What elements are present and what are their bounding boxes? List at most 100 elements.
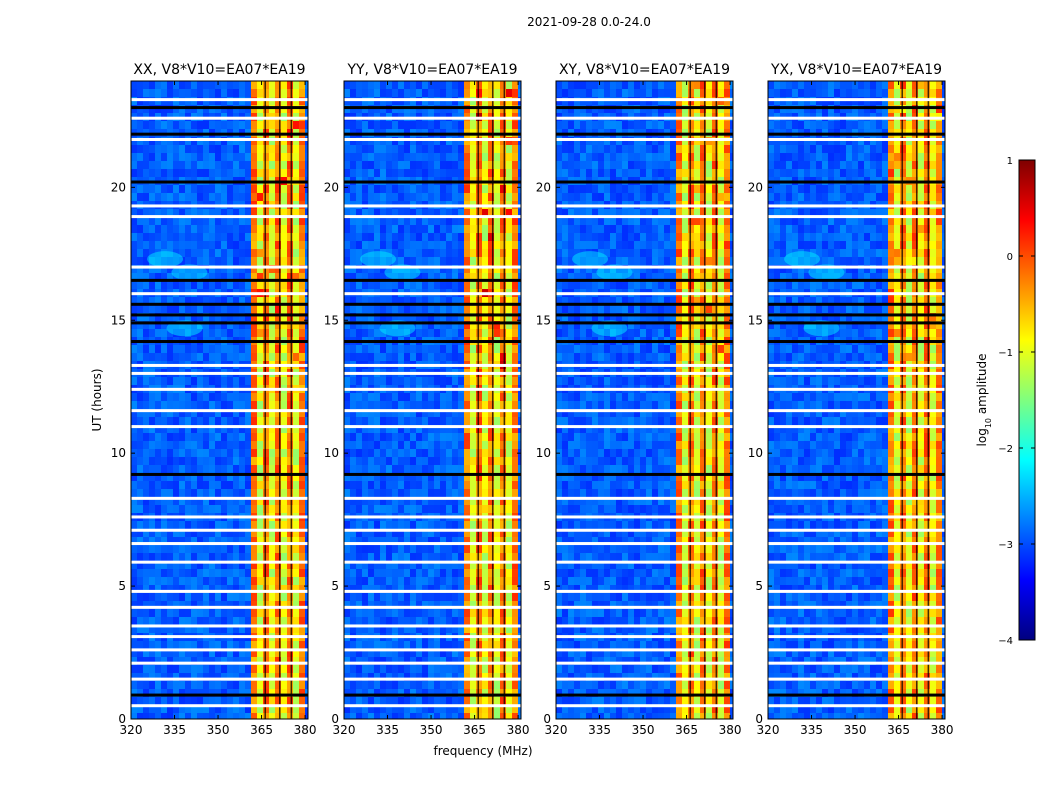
heatmap-cell xyxy=(209,185,215,193)
heatmap-cell xyxy=(305,185,308,193)
heatmap-cell xyxy=(488,505,494,513)
heatmap-cell xyxy=(251,569,257,577)
heatmap-cell xyxy=(422,657,428,665)
heatmap-cell xyxy=(305,193,308,201)
heatmap-cell xyxy=(464,641,470,649)
heatmap-cell xyxy=(239,577,245,585)
heatmap-cell xyxy=(287,657,293,665)
heatmap-cell xyxy=(155,569,161,577)
heatmap-cell xyxy=(476,641,482,649)
heatmap-cell xyxy=(404,689,410,697)
heatmap-cell xyxy=(221,153,227,161)
heatmap-cell xyxy=(458,409,464,417)
heatmap-cell xyxy=(275,153,281,161)
heatmap-cell xyxy=(422,697,428,705)
heatmap-cell xyxy=(269,353,275,361)
heatmap-cell xyxy=(500,169,506,177)
heatmap-cell xyxy=(350,417,356,425)
heatmap-cell xyxy=(518,577,521,585)
heatmap-cell xyxy=(221,89,227,97)
heatmap-cell xyxy=(227,81,233,89)
heatmap-cell xyxy=(482,345,488,353)
heatmap-cell xyxy=(470,593,476,601)
heatmap-cell xyxy=(476,497,482,505)
heatmap-cell xyxy=(374,625,380,633)
heatmap-cell xyxy=(179,193,185,201)
heatmap-cell xyxy=(287,529,293,537)
heatmap-cell xyxy=(470,601,476,609)
heatmap-cell xyxy=(299,585,305,593)
heatmap-cell xyxy=(440,137,446,145)
heatmap-cell xyxy=(404,121,410,129)
heatmap-cell xyxy=(137,625,143,633)
heatmap-cell xyxy=(556,81,562,89)
heatmap-cell xyxy=(173,377,179,385)
heatmap-cell xyxy=(482,625,488,633)
heatmap-cell xyxy=(245,625,251,633)
heatmap-cell xyxy=(167,473,173,481)
heatmap-cell xyxy=(458,481,464,489)
heatmap-cell xyxy=(344,473,350,481)
heatmap-cell xyxy=(221,233,227,241)
heatmap-cell xyxy=(518,425,521,433)
heatmap-cell xyxy=(470,585,476,593)
heatmap-cell xyxy=(215,425,221,433)
heatmap-cell xyxy=(173,225,179,233)
heatmap-cell xyxy=(398,89,404,97)
heatmap-cell xyxy=(494,137,500,145)
heatmap-cell xyxy=(440,569,446,577)
heatmap-cell xyxy=(179,569,185,577)
heatmap-cell xyxy=(682,81,688,89)
heatmap-cell xyxy=(350,465,356,473)
heatmap-cell xyxy=(344,681,350,689)
heatmap-cell xyxy=(416,505,422,513)
heatmap-cell xyxy=(281,137,287,145)
heatmap-cell xyxy=(185,553,191,561)
heatmap-cell xyxy=(458,529,464,537)
heatmap-cell xyxy=(458,649,464,657)
heatmap-cell xyxy=(227,273,233,281)
heatmap-cell xyxy=(185,649,191,657)
heatmap-cell xyxy=(305,657,308,665)
heatmap-cell xyxy=(518,441,521,449)
heatmap-cell xyxy=(500,233,506,241)
heatmap-cell xyxy=(476,553,482,561)
heatmap-cell xyxy=(482,193,488,201)
heatmap-cell xyxy=(293,537,299,545)
heatmap-cell xyxy=(470,329,476,337)
heatmap-cell xyxy=(512,697,518,705)
heatmap-cell xyxy=(155,713,161,719)
heatmap-cell xyxy=(293,641,299,649)
heatmap-cell xyxy=(131,305,137,313)
heatmap-cell xyxy=(434,321,440,329)
heatmap-cell xyxy=(269,561,275,569)
heatmap-cell xyxy=(476,401,482,409)
heatmap-cell xyxy=(392,89,398,97)
heatmap-cell xyxy=(440,705,446,713)
heatmap-cell xyxy=(245,409,251,417)
heatmap-cell xyxy=(470,457,476,465)
heatmap-cell xyxy=(131,569,137,577)
heatmap-cell xyxy=(446,713,452,719)
heatmap-cell xyxy=(203,489,209,497)
heatmap-cell xyxy=(356,265,362,273)
heatmap-cell xyxy=(386,705,392,713)
heatmap-cell xyxy=(380,81,386,89)
heatmap-cell xyxy=(299,273,305,281)
heatmap-cell xyxy=(257,185,263,193)
heatmap-cell xyxy=(506,169,512,177)
heatmap-cell xyxy=(293,561,299,569)
heatmap-cell xyxy=(610,81,616,89)
heatmap-cell xyxy=(476,537,482,545)
heatmap-cell xyxy=(179,609,185,617)
heatmap-cell xyxy=(131,601,137,609)
y-tick-label: 10 xyxy=(111,446,126,460)
heatmap-cell xyxy=(452,305,458,313)
heatmap-cell xyxy=(245,561,251,569)
flag-row-white xyxy=(344,677,521,681)
heatmap-cell xyxy=(464,393,470,401)
heatmap-cell xyxy=(185,121,191,129)
heatmap-cell xyxy=(155,649,161,657)
heatmap-cell xyxy=(392,393,398,401)
heatmap-cell xyxy=(446,161,452,169)
